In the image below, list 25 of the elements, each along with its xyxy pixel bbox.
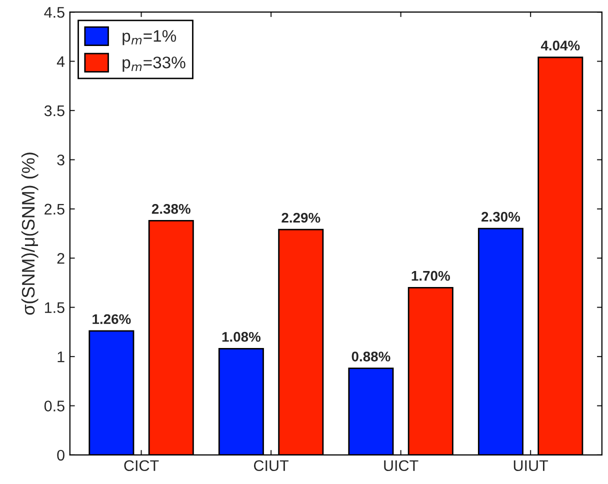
y-tick-label: 1.5 bbox=[44, 302, 64, 314]
y-tick-label: 2 bbox=[57, 253, 64, 264]
x-tick-label: CIUT bbox=[254, 460, 289, 472]
data-label: 0.88% bbox=[352, 352, 390, 362]
data-label: 4.04% bbox=[540, 40, 580, 50]
data-label: 2.29% bbox=[282, 212, 320, 223]
y-tick-label: 3.5 bbox=[44, 105, 64, 116]
y-tick-label: 2.5 bbox=[44, 204, 64, 215]
y-tick-label: 4.5 bbox=[44, 7, 64, 18]
data-label: 1.26% bbox=[92, 314, 131, 324]
legend-label: p$_{m}$=33% bbox=[122, 56, 186, 72]
y-tick-label: 4 bbox=[56, 56, 65, 67]
data-label: 1.08% bbox=[222, 332, 261, 342]
x-tick-label: UIUT bbox=[514, 460, 548, 472]
y-axis-title: σ(SNM)/μ(SNM) (%) bbox=[21, 152, 38, 315]
y-tick-label: 0 bbox=[57, 450, 64, 461]
data-label: 1.70% bbox=[412, 270, 450, 281]
x-tick-label: CICT bbox=[124, 460, 159, 472]
data-label: 2.38% bbox=[152, 204, 190, 214]
y-tick-label: 0.5 bbox=[44, 400, 64, 412]
x-tick-label: UICT bbox=[384, 460, 418, 472]
y-tick-label: 3 bbox=[57, 154, 64, 166]
legend-label: p$_{m}$=1% bbox=[122, 30, 176, 46]
data-label: 2.30% bbox=[482, 212, 520, 222]
y-tick-label: 1 bbox=[58, 352, 64, 362]
